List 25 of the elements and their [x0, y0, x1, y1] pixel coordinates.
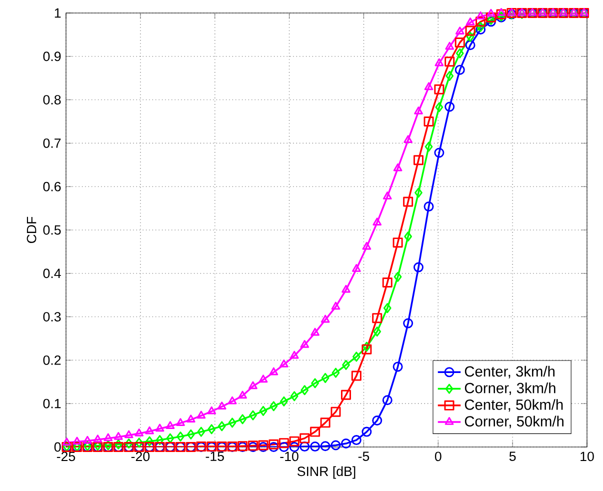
- legend-label: Corner, 50km/h: [464, 416, 564, 428]
- x-tick-label: 5: [509, 452, 516, 461]
- legend-label: Corner, 3km/h: [464, 382, 556, 395]
- y-tick-label: 0.2: [43, 355, 61, 365]
- y-tick-label: 1: [54, 8, 61, 18]
- x-tick-label: -15: [206, 452, 224, 461]
- y-tick-label: 0.9: [43, 52, 61, 62]
- legend-label: Center, 3km/h: [464, 366, 554, 378]
- x-tick-label: 10: [580, 452, 594, 462]
- x-tick-label: -10: [280, 452, 298, 462]
- x-tick-label: -25: [56, 452, 76, 462]
- x-tick-label: -20: [131, 452, 150, 462]
- y-tick-label: 0: [54, 442, 61, 452]
- x-axis-title: SINR [dB]: [297, 466, 356, 479]
- y-tick-label: 0.6: [43, 182, 61, 192]
- y-axis-title: CDF: [26, 216, 36, 244]
- x-tick-label: -5: [358, 452, 370, 461]
- y-tick-label: 0.7: [43, 138, 61, 148]
- y-tick-label: 0.3: [43, 312, 61, 322]
- legend-label: Center, 50km/h: [464, 399, 563, 412]
- y-tick-label: 0.4: [43, 268, 61, 278]
- y-tick-label: 0.1: [43, 398, 61, 408]
- x-tick-label: 0: [434, 452, 442, 462]
- y-tick-label: 0.5: [43, 225, 61, 235]
- y-tick-label: 0.8: [43, 95, 61, 105]
